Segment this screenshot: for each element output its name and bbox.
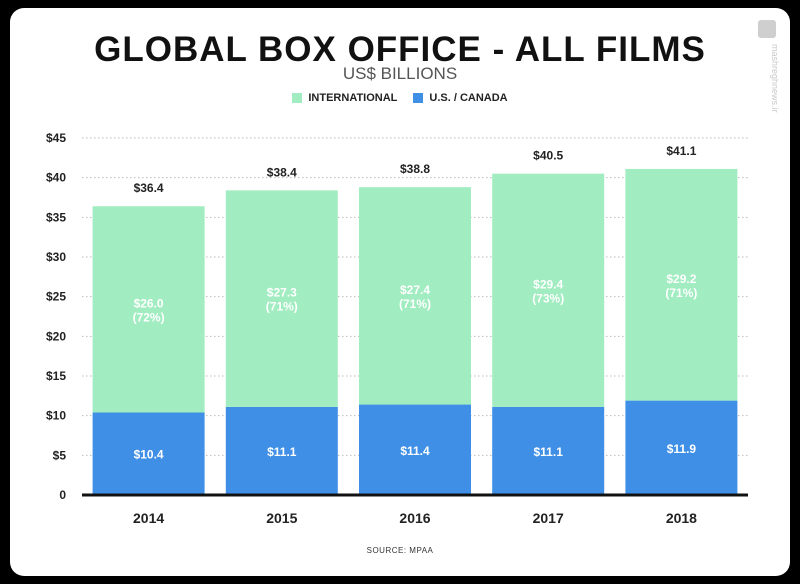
bar-international bbox=[492, 173, 605, 407]
watermark-logo: mashreghnews.ir bbox=[758, 20, 780, 113]
bar-label-international: $26.0 bbox=[134, 296, 164, 310]
bar-label-international: $29.2 bbox=[666, 272, 696, 286]
y-tick-label: $20 bbox=[46, 329, 66, 343]
bar-total-label: $38.4 bbox=[267, 165, 297, 179]
chart-card: GLOBAL BOX OFFICE - ALL FILMS US$ BILLIO… bbox=[10, 8, 790, 576]
stacked-bar-chart: 0 $5 $10 $15 $20 $25 $30 $35 $40 $45 $10.4 $26.0(72… bbox=[46, 131, 748, 526]
bar-label-us-canada: $11.9 bbox=[667, 442, 697, 456]
bar-international bbox=[225, 190, 338, 407]
y-tick-label: $5 bbox=[53, 448, 67, 462]
bar-label-us-canada: $11.4 bbox=[400, 444, 430, 458]
y-tick-label: $15 bbox=[46, 369, 66, 383]
bar-label-us-canada: $10.4 bbox=[134, 448, 164, 462]
bar-total-label: $41.1 bbox=[666, 144, 696, 158]
legend-item-international: INTERNATIONAL bbox=[292, 92, 397, 104]
bar-share-label-international: (71%) bbox=[665, 286, 697, 300]
y-tick-label: $40 bbox=[46, 171, 66, 185]
bar-us-canada bbox=[492, 406, 605, 495]
bar-us-canada bbox=[625, 400, 738, 495]
y-tick-label: $10 bbox=[46, 409, 66, 423]
source-note: SOURCE: MPAA bbox=[366, 546, 434, 555]
legend-swatch-international bbox=[292, 93, 303, 103]
y-tick-label: $25 bbox=[46, 290, 66, 304]
x-tick-label: 2016 bbox=[399, 510, 430, 526]
x-tick-label: 2015 bbox=[266, 510, 297, 526]
legend-swatch-us-canada bbox=[413, 93, 424, 103]
bar-us-canada bbox=[225, 406, 338, 495]
bar-international bbox=[359, 187, 471, 405]
bar-share-label-international: (71%) bbox=[266, 300, 298, 314]
bar-total-label: $38.8 bbox=[400, 162, 430, 176]
chart-subtitle: US$ BILLIONS bbox=[342, 64, 458, 83]
bar-share-label-international: (71%) bbox=[399, 297, 431, 311]
bar-label-international: $27.3 bbox=[267, 286, 297, 300]
bar-label-us-canada: $11.1 bbox=[267, 445, 297, 459]
y-tick-label: $30 bbox=[46, 250, 66, 264]
chart-title: GLOBAL BOX OFFICE - ALL FILMS bbox=[94, 30, 706, 69]
bar-share-label-international: (72%) bbox=[133, 310, 165, 324]
bar-label-international: $27.4 bbox=[400, 283, 430, 297]
legend-item-us-canada: U.S. / CANADA bbox=[413, 92, 508, 104]
x-tick-label: 2018 bbox=[666, 510, 697, 526]
bar-international bbox=[625, 168, 738, 401]
x-tick-label: 2017 bbox=[533, 510, 564, 526]
bar-us-canada bbox=[359, 404, 471, 495]
bar-label-international: $29.4 bbox=[533, 277, 563, 291]
bar-share-label-international: (73%) bbox=[532, 291, 564, 305]
y-tick-label: $35 bbox=[46, 210, 66, 224]
svg-text:mashreghnews.ir: mashreghnews.ir bbox=[770, 44, 780, 113]
legend-label-us-canada: U.S. / CANADA bbox=[429, 92, 508, 104]
y-tick-label: 0 bbox=[59, 488, 66, 502]
bar-total-label: $36.4 bbox=[134, 181, 164, 195]
bar-international bbox=[92, 206, 205, 413]
legend: INTERNATIONAL U.S. / CANADA bbox=[10, 92, 790, 104]
legend-label-international: INTERNATIONAL bbox=[308, 92, 398, 104]
y-tick-label: $45 bbox=[46, 131, 66, 145]
x-tick-label: 2014 bbox=[133, 510, 164, 526]
bar-label-us-canada: $11.1 bbox=[534, 445, 564, 459]
bar-total-label: $40.5 bbox=[533, 149, 563, 163]
bar-us-canada bbox=[92, 412, 205, 495]
